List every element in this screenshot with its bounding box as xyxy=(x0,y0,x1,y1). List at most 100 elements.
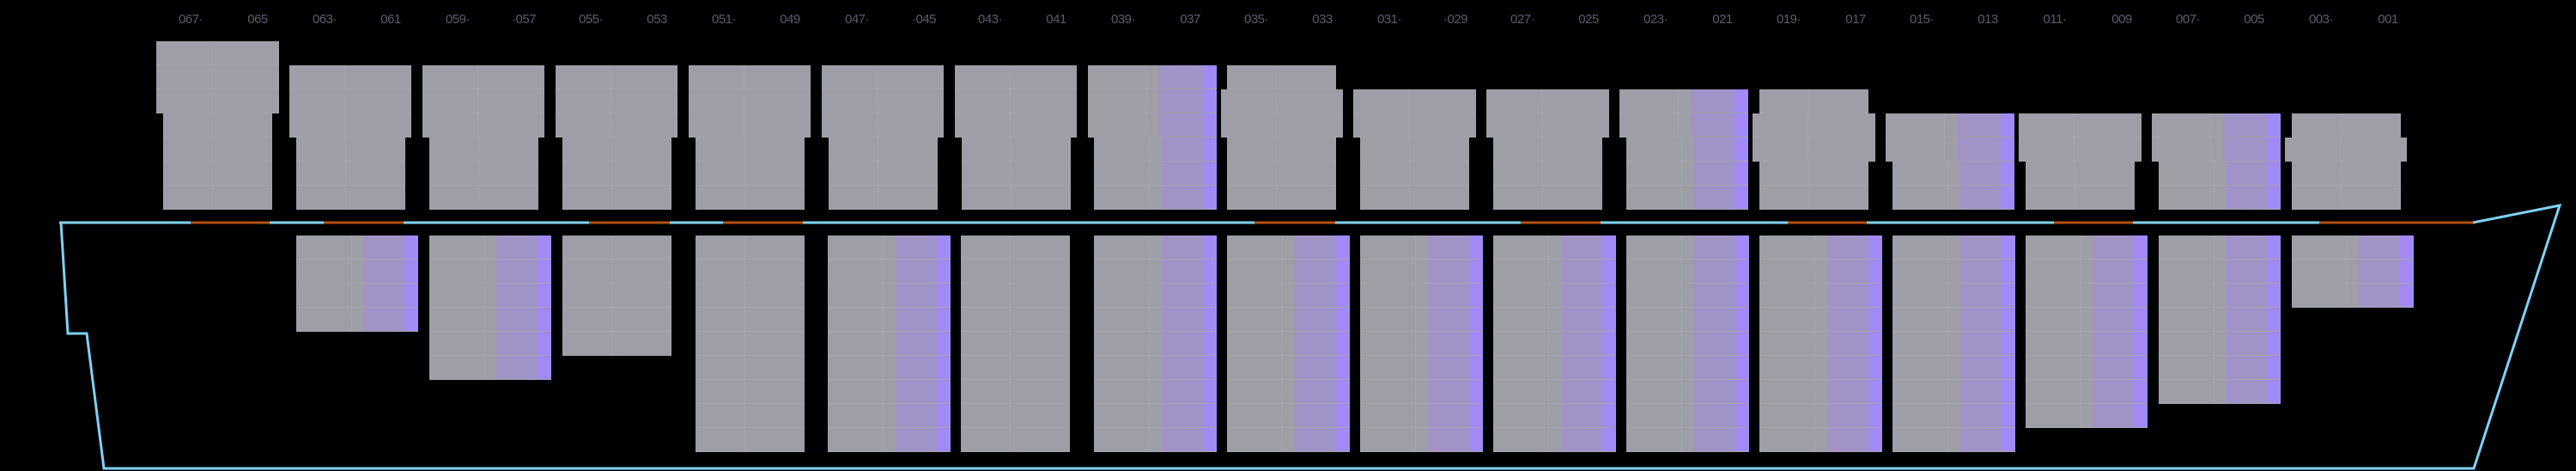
container-slot[interactable] xyxy=(1493,428,1616,452)
container-slot[interactable] xyxy=(1759,380,1882,404)
container-slot[interactable] xyxy=(2292,186,2401,210)
container-slot[interactable] xyxy=(1759,308,1882,332)
container-slot[interactable] xyxy=(2159,308,2281,332)
container-slot[interactable] xyxy=(1759,236,1882,260)
container-slot[interactable] xyxy=(562,308,671,332)
container-slot[interactable] xyxy=(1227,404,1350,428)
container-slot[interactable] xyxy=(1493,308,1616,332)
container-slot[interactable] xyxy=(1626,162,1748,186)
container-slot[interactable] xyxy=(1493,186,1602,210)
container-slot[interactable] xyxy=(562,162,671,186)
container-slot[interactable] xyxy=(1886,138,2014,162)
container-slot[interactable] xyxy=(829,138,938,162)
container-slot[interactable] xyxy=(696,236,805,260)
container-slot[interactable] xyxy=(696,404,805,428)
container-slot[interactable] xyxy=(1893,186,2014,210)
container-slot[interactable] xyxy=(2292,260,2414,284)
container-slot[interactable] xyxy=(689,89,811,113)
container-slot[interactable] xyxy=(429,284,551,308)
container-slot[interactable] xyxy=(429,308,551,332)
container-slot[interactable] xyxy=(1360,260,1483,284)
container-slot[interactable] xyxy=(1759,404,1882,428)
container-slot[interactable] xyxy=(289,89,411,113)
container-slot[interactable] xyxy=(1353,89,1476,113)
container-slot[interactable] xyxy=(696,138,805,162)
container-slot[interactable] xyxy=(1626,284,1749,308)
container-slot[interactable] xyxy=(556,89,677,113)
container-slot[interactable] xyxy=(1893,356,2015,380)
container-slot[interactable] xyxy=(1094,428,1217,452)
container-slot[interactable] xyxy=(1360,162,1469,186)
container-slot[interactable] xyxy=(1094,260,1217,284)
container-slot[interactable] xyxy=(156,89,279,113)
container-slot[interactable] xyxy=(296,138,405,162)
container-slot[interactable] xyxy=(696,260,805,284)
container-slot[interactable] xyxy=(1626,356,1749,380)
container-slot[interactable] xyxy=(1619,113,1748,138)
container-slot[interactable] xyxy=(828,428,951,452)
container-slot[interactable] xyxy=(1486,113,1609,138)
container-slot[interactable] xyxy=(955,65,1077,89)
container-slot[interactable] xyxy=(1493,162,1602,186)
container-slot[interactable] xyxy=(961,356,1070,380)
container-slot[interactable] xyxy=(1360,236,1483,260)
container-slot[interactable] xyxy=(828,308,951,332)
container-slot[interactable] xyxy=(163,162,272,186)
container-slot[interactable] xyxy=(1360,284,1483,308)
container-slot[interactable] xyxy=(696,186,805,210)
container-slot[interactable] xyxy=(1759,260,1882,284)
container-slot[interactable] xyxy=(961,236,1070,260)
container-slot[interactable] xyxy=(296,308,418,332)
container-slot[interactable] xyxy=(296,260,418,284)
container-slot[interactable] xyxy=(2159,260,2281,284)
container-slot[interactable] xyxy=(1619,89,1748,113)
container-slot[interactable] xyxy=(2292,162,2401,186)
container-slot[interactable] xyxy=(156,41,279,65)
container-slot[interactable] xyxy=(556,65,677,89)
container-slot[interactable] xyxy=(1227,284,1350,308)
container-slot[interactable] xyxy=(2159,380,2281,404)
container-slot[interactable] xyxy=(828,404,951,428)
container-slot[interactable] xyxy=(696,284,805,308)
container-slot[interactable] xyxy=(828,380,951,404)
container-slot[interactable] xyxy=(1759,186,1868,210)
container-slot[interactable] xyxy=(429,356,551,380)
container-slot[interactable] xyxy=(1493,404,1616,428)
container-slot[interactable] xyxy=(2026,236,2148,260)
container-slot[interactable] xyxy=(1626,236,1749,260)
container-slot[interactable] xyxy=(1626,404,1749,428)
container-slot[interactable] xyxy=(2026,186,2135,210)
container-slot[interactable] xyxy=(1088,65,1217,89)
container-slot[interactable] xyxy=(562,236,671,260)
container-slot[interactable] xyxy=(1626,138,1748,162)
container-slot[interactable] xyxy=(156,65,279,89)
container-slot[interactable] xyxy=(1360,356,1483,380)
container-slot[interactable] xyxy=(1893,380,2015,404)
container-slot[interactable] xyxy=(696,308,805,332)
container-slot[interactable] xyxy=(429,138,538,162)
container-slot[interactable] xyxy=(961,284,1070,308)
container-slot[interactable] xyxy=(2159,356,2281,380)
container-slot[interactable] xyxy=(562,186,671,210)
container-slot[interactable] xyxy=(422,65,544,89)
container-slot[interactable] xyxy=(2292,113,2401,138)
container-slot[interactable] xyxy=(1759,356,1882,380)
container-slot[interactable] xyxy=(2159,332,2281,356)
container-slot[interactable] xyxy=(556,113,677,138)
container-slot[interactable] xyxy=(429,332,551,356)
container-slot[interactable] xyxy=(2159,186,2281,210)
container-slot[interactable] xyxy=(1759,89,1868,113)
container-slot[interactable] xyxy=(289,65,411,89)
container-slot[interactable] xyxy=(1088,89,1217,113)
container-slot[interactable] xyxy=(1893,284,2015,308)
container-slot[interactable] xyxy=(961,308,1070,332)
container-slot[interactable] xyxy=(2026,380,2148,404)
container-slot[interactable] xyxy=(1893,236,2015,260)
container-slot[interactable] xyxy=(828,332,951,356)
container-slot[interactable] xyxy=(1626,308,1749,332)
container-slot[interactable] xyxy=(163,138,272,162)
container-slot[interactable] xyxy=(1094,138,1217,162)
container-slot[interactable] xyxy=(955,89,1077,113)
container-slot[interactable] xyxy=(562,260,671,284)
container-slot[interactable] xyxy=(2292,284,2414,308)
